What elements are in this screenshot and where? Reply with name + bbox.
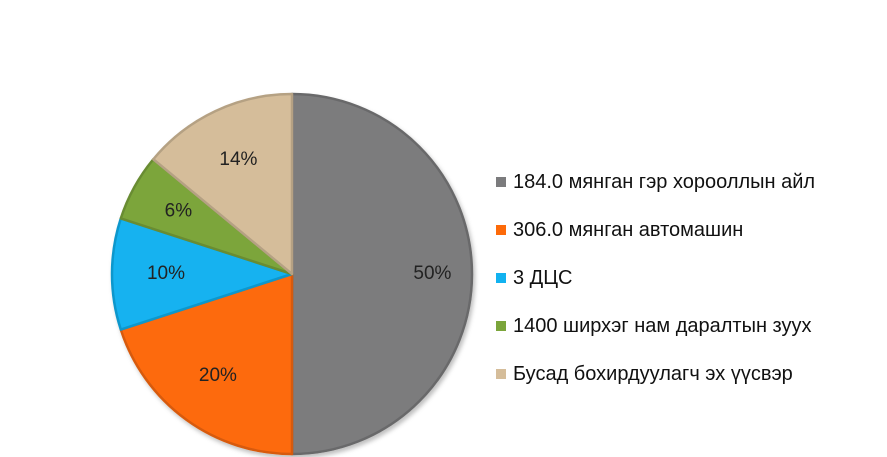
pie-slice bbox=[119, 272, 294, 456]
pie-slices bbox=[110, 92, 474, 456]
legend-item: Бусад бохирдуулагч эх үүсвэр bbox=[496, 362, 815, 386]
pie-data-labels: 50% 20% 10% 6% 14% bbox=[147, 149, 452, 386]
pie-data-label: 14% bbox=[219, 149, 257, 170]
legend-swatch bbox=[496, 369, 506, 379]
pie-slice bbox=[110, 217, 294, 331]
legend-item: 306.0 мянган автомашин bbox=[496, 218, 815, 242]
pie-data-label: 6% bbox=[165, 201, 193, 222]
pie-slice bbox=[152, 92, 294, 276]
pie-slice bbox=[290, 92, 474, 456]
legend-label: Бусад бохирдуулагч эх үүсвэр bbox=[513, 362, 793, 385]
legend-label: 306.0 мянган автомашин bbox=[513, 218, 744, 241]
legend-item: 1400 ширхэг нам даралтын зуух bbox=[496, 314, 815, 338]
pie-data-label: 20% bbox=[199, 365, 237, 386]
legend-swatch bbox=[496, 273, 506, 283]
legend-swatch bbox=[496, 321, 506, 331]
legend-label: 3 ДЦС bbox=[513, 266, 573, 289]
legend-item: 184.0 мянган гэр хорооллын айл bbox=[496, 170, 815, 194]
legend-swatch bbox=[496, 177, 506, 187]
pie-data-label: 10% bbox=[147, 263, 185, 284]
pie-data-label: 50% bbox=[413, 263, 451, 284]
legend-swatch bbox=[496, 225, 506, 235]
chart-legend: 184.0 мянган гэр хорооллын айл 306.0 мянг… bbox=[496, 170, 815, 410]
legend-label: 1400 ширхэг нам даралтын зуух bbox=[513, 314, 812, 337]
legend-item: 3 ДЦС bbox=[496, 266, 815, 290]
legend-label: 184.0 мянган гэр хорооллын айл bbox=[513, 170, 816, 193]
